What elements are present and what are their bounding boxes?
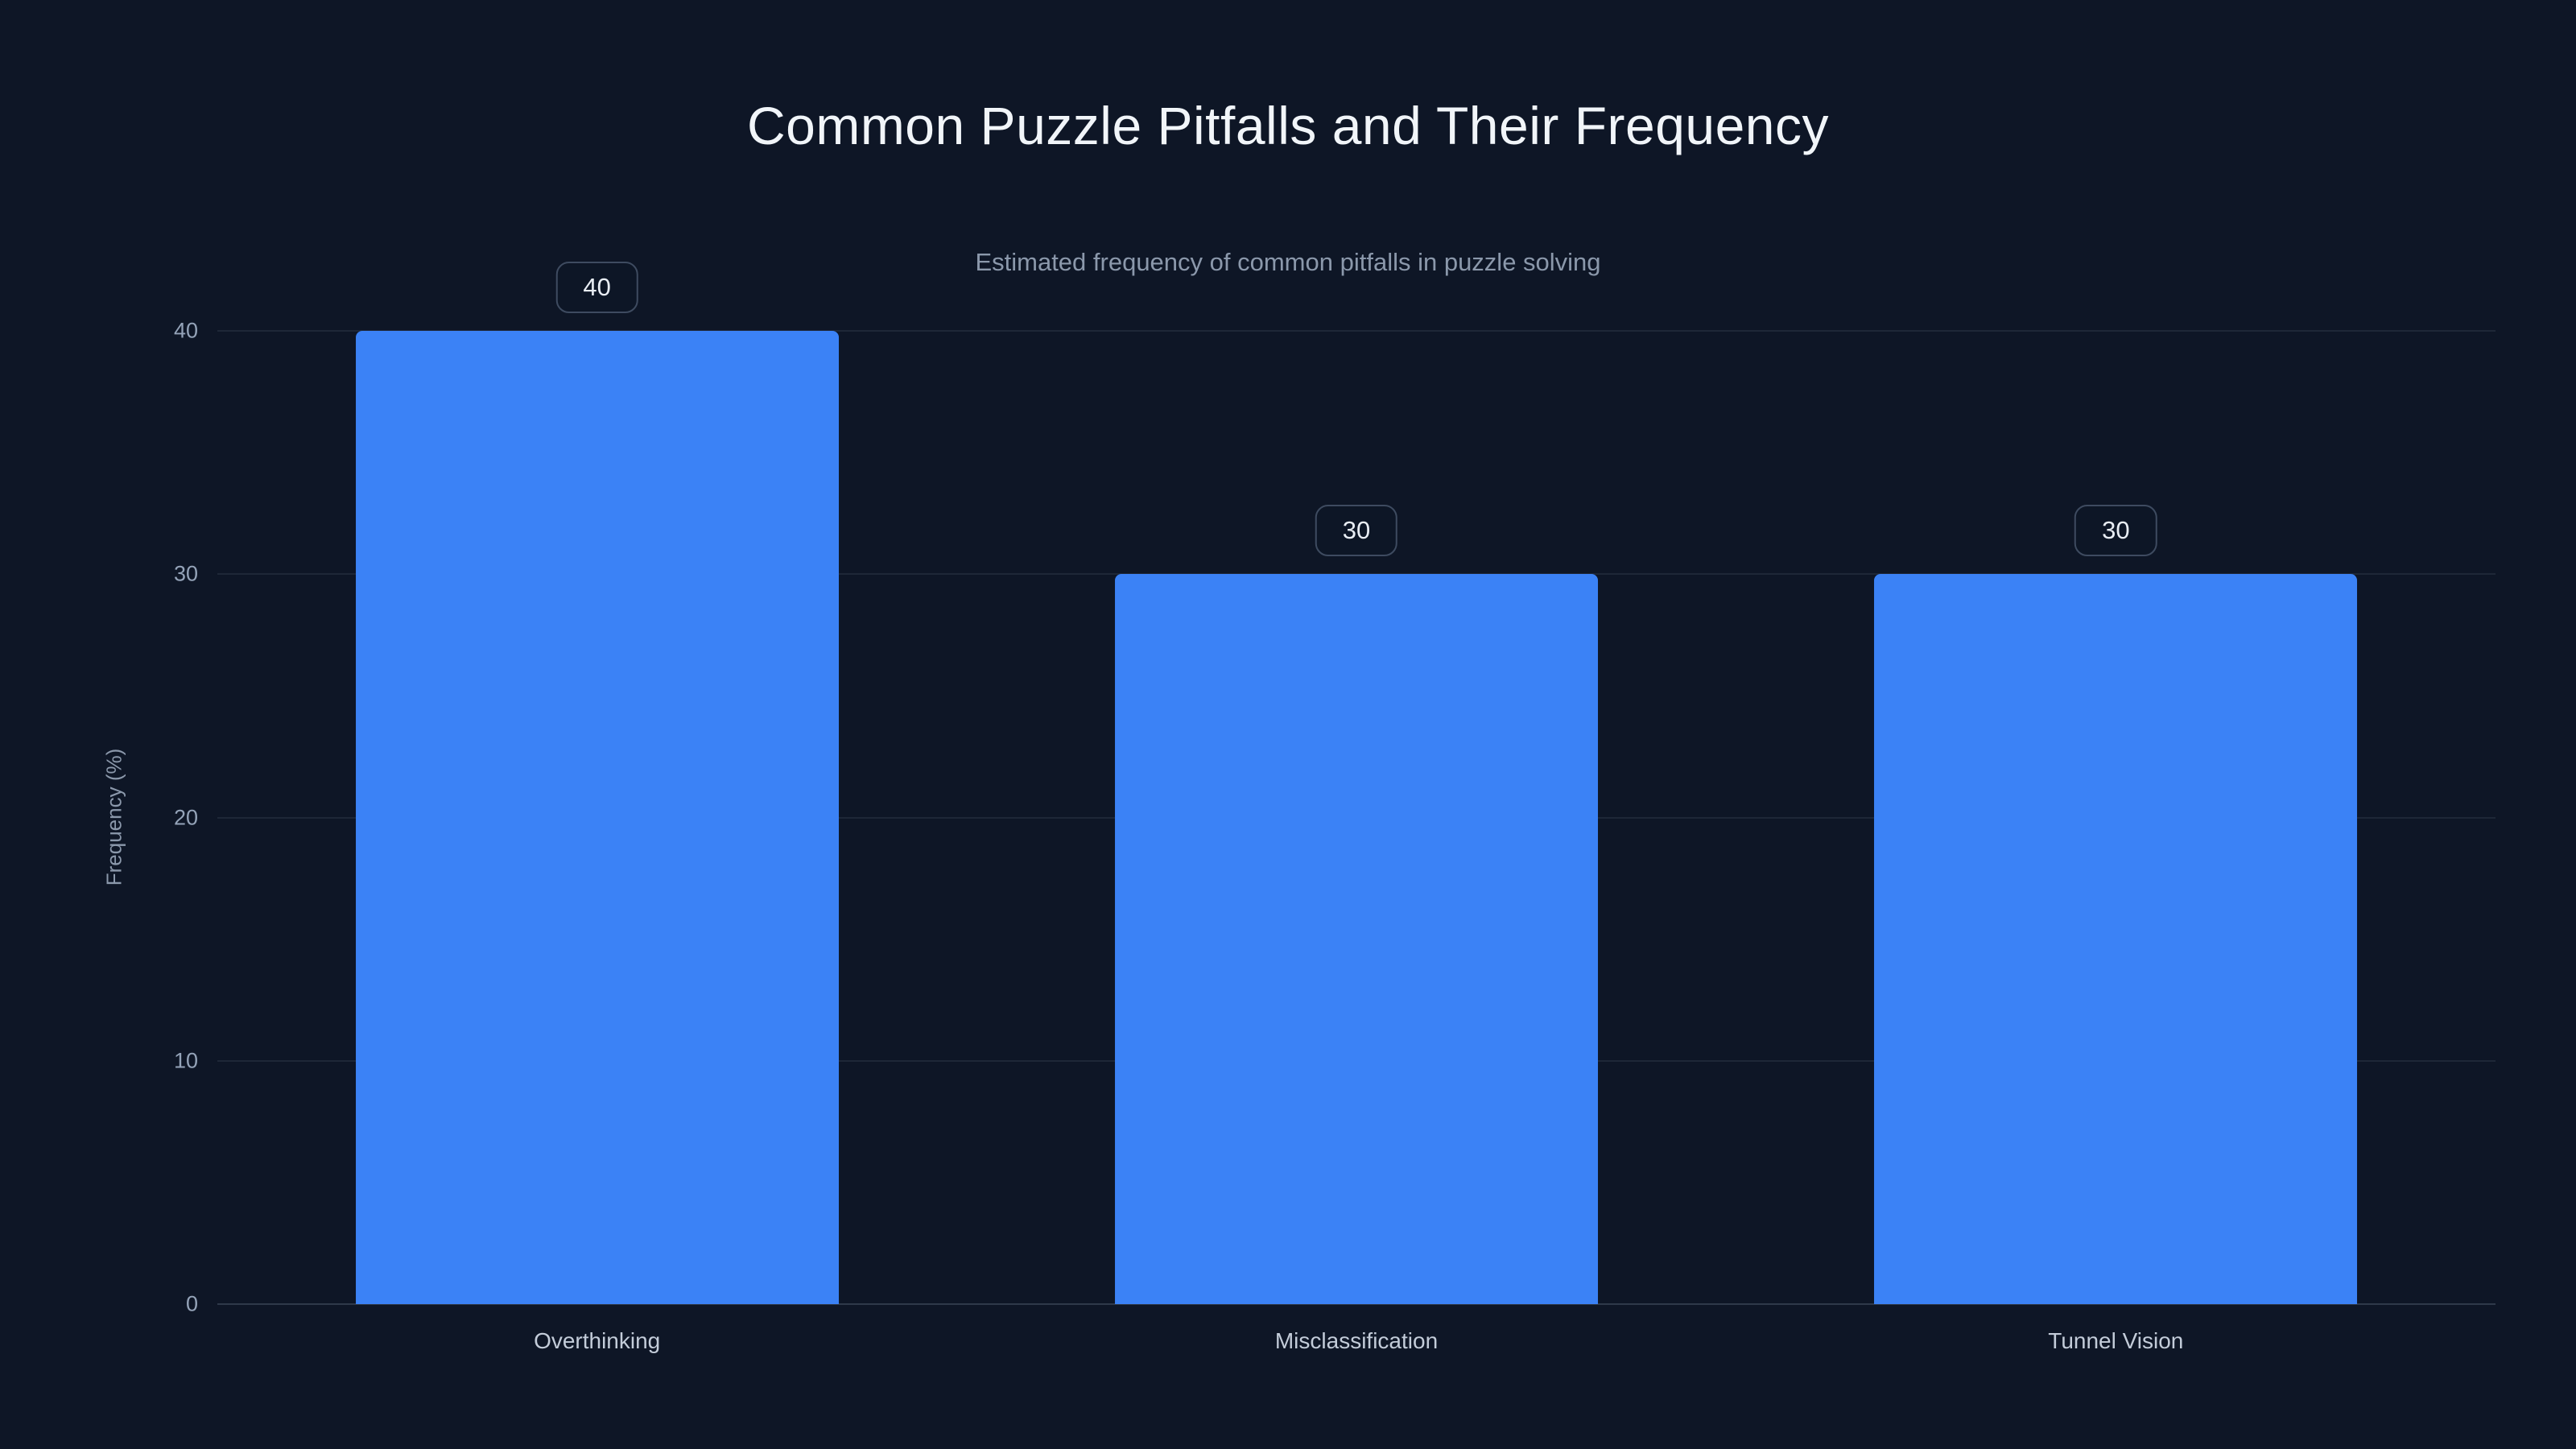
- xtick-label-misclassification: Misclassification: [1274, 1328, 1439, 1353]
- bar-misclassification: [1115, 574, 1598, 1304]
- chart-subtitle: Estimated frequency of common pitfalls i…: [975, 248, 1601, 276]
- gridline-y-40: [217, 330, 2496, 332]
- value-label-tunnel-vision: 30: [2074, 505, 2157, 557]
- y-axis-title: Frequency (%): [101, 748, 126, 886]
- value-label-misclassification: 30: [1315, 505, 1398, 557]
- xtick-label-tunnel-vision: Tunnel Vision: [2048, 1328, 2184, 1353]
- value-label-overthinking: 40: [555, 262, 638, 313]
- plot-area: 0 10 20 30 40 40 Overthinking 30 Misclassificati…: [174, 262, 2496, 1353]
- ytick-label-30: 30: [173, 561, 198, 586]
- bar-tunnel-vision: [1874, 574, 2358, 1304]
- chart-title: Common Puzzle Pitfalls and Their Frequen…: [746, 96, 1830, 155]
- xtick-label-overthinking: Overthinking: [534, 1328, 661, 1353]
- ytick-label-10: 10: [173, 1048, 198, 1073]
- bar-overthinking: [355, 331, 839, 1304]
- gridline-y-0: [217, 1303, 2496, 1305]
- ytick-label-20: 20: [173, 805, 198, 829]
- ytick-label-0: 0: [185, 1291, 198, 1316]
- ytick-label-40: 40: [173, 318, 198, 343]
